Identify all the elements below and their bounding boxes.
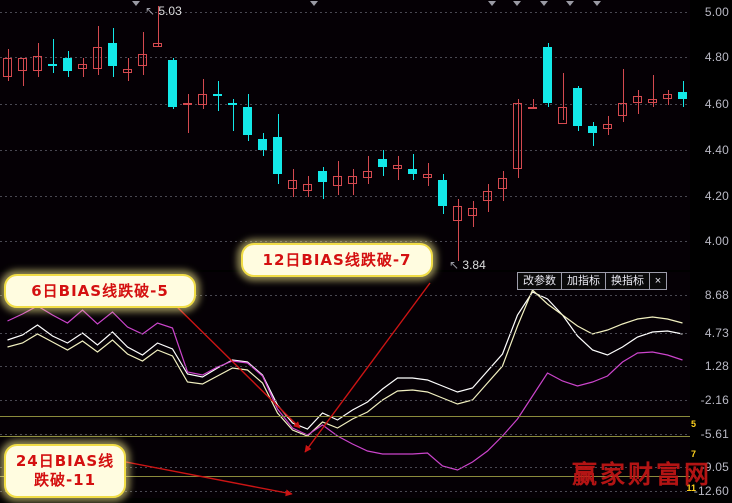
watermark: 赢家财富网 [572,460,713,489]
bias-axis-label: -9.05 [700,460,729,474]
annotation-bias24-line1: 24日BIAS线 [15,452,115,471]
gridline [0,241,690,242]
gridline [0,57,690,58]
gridline [0,333,690,334]
gridline [0,366,690,367]
gridline [0,400,690,401]
annotation-bias24-line2: 跌破-11 [33,471,97,489]
close-icon[interactable]: × [649,272,667,290]
annotation-bias12: 12日BIAS线跌破-7 [241,243,433,277]
top-marker-icon [488,1,496,6]
annotation-bias12-text: 12日BIAS线跌破-7 [262,250,412,269]
bias-threshold-11: 11 [686,483,696,493]
gridline [0,104,690,105]
gridline [0,434,690,435]
reference-line-11 [0,476,690,477]
bias-axis-label: -12.60 [693,484,729,498]
gridline [0,491,690,492]
top-marker-icon [310,1,318,6]
indicator-toolbar[interactable]: 改参数 加指标 换指标 × [517,272,667,290]
bias-axis-label: 1.28 [704,359,729,373]
price-extreme-tag: ↖ 5.03 [145,4,182,18]
gridline [0,150,690,151]
gridline [0,467,690,468]
price-axis-label: 4.20 [704,189,729,203]
top-marker-icon [513,1,521,6]
add-indicator-button[interactable]: 加指标 [561,272,606,290]
price-extreme-tag: ↖ 3.84 [449,258,486,272]
top-marker-icon [540,1,548,6]
bias-threshold-5: 5 [690,419,696,429]
bias-axis-label: 8.68 [704,288,729,302]
right-price-axis: 5.00 4.80 4.60 4.40 4.20 4.00 8.68 4.73 1.28 -2.… [686,0,732,498]
bias-axis-label: 4.73 [704,326,729,340]
gridline [0,196,690,197]
price-chart-panel[interactable] [0,0,690,270]
annotation-bias6: 6日BIAS线跌破-5 [4,274,196,308]
change-params-button[interactable]: 改参数 [517,272,562,290]
bias-line-bias6 [7,291,683,430]
bias-threshold-7: 7 [690,449,696,459]
price-axis-label: 4.80 [704,50,729,64]
top-marker-icon [593,1,601,6]
price-axis-label: 4.00 [704,234,729,248]
annotation-bias6-text: 6日BIAS线跌破-5 [31,281,169,300]
gridline [0,12,690,13]
reference-line-7 [0,436,690,437]
switch-indicator-button[interactable]: 换指标 [605,272,650,290]
price-axis-label: 4.60 [704,97,729,111]
reference-line-5 [0,416,690,417]
bias-line-bias12 [7,288,683,437]
bias-axis-label: -5.61 [700,427,729,441]
top-marker-icon [566,1,574,6]
price-axis-label: 5.00 [704,5,729,19]
price-axis-label: 4.40 [704,143,729,157]
bias-axis-label: -2.16 [700,393,729,407]
annotation-bias24: 24日BIAS线 跌破-11 [4,444,126,498]
top-marker-icon [132,1,140,6]
